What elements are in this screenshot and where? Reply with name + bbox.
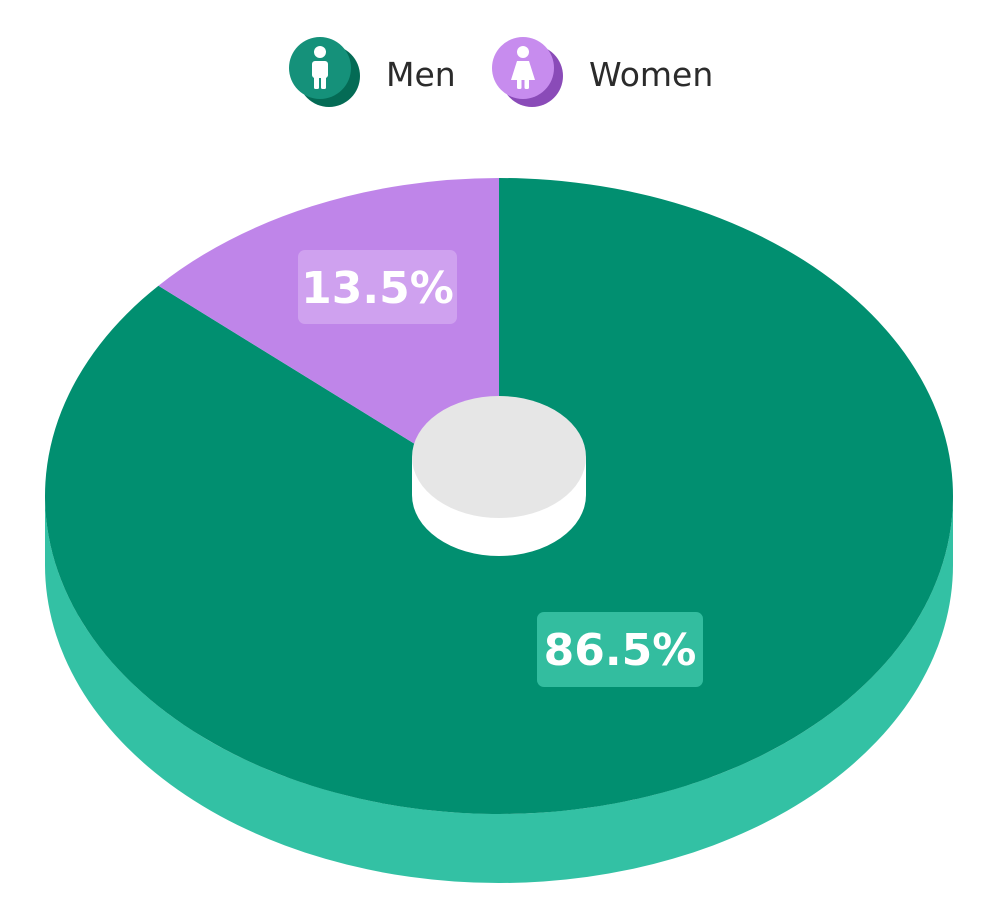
legend-label-women: Women xyxy=(589,55,713,94)
data-label-men: 86.5% xyxy=(537,612,703,687)
data-label-men-text: 86.5% xyxy=(544,625,697,676)
man-icon xyxy=(312,46,328,89)
legend-label-men: Men xyxy=(386,55,456,94)
woman-icon xyxy=(511,46,535,89)
center-hole-top xyxy=(412,396,586,518)
data-label-women-box xyxy=(298,250,457,324)
data-label-men-box xyxy=(537,612,703,687)
pie-slice-men[interactable] xyxy=(45,178,953,814)
data-label-women: 13.5% xyxy=(298,250,457,324)
pie-side-men xyxy=(45,496,953,883)
pie-side xyxy=(45,496,953,883)
legend: Men Women xyxy=(289,37,713,107)
legend-item-women[interactable]: Women xyxy=(492,37,713,107)
legend-item-men[interactable]: Men xyxy=(289,37,456,107)
center-hole xyxy=(412,396,586,556)
data-label-women-text: 13.5% xyxy=(301,263,454,314)
